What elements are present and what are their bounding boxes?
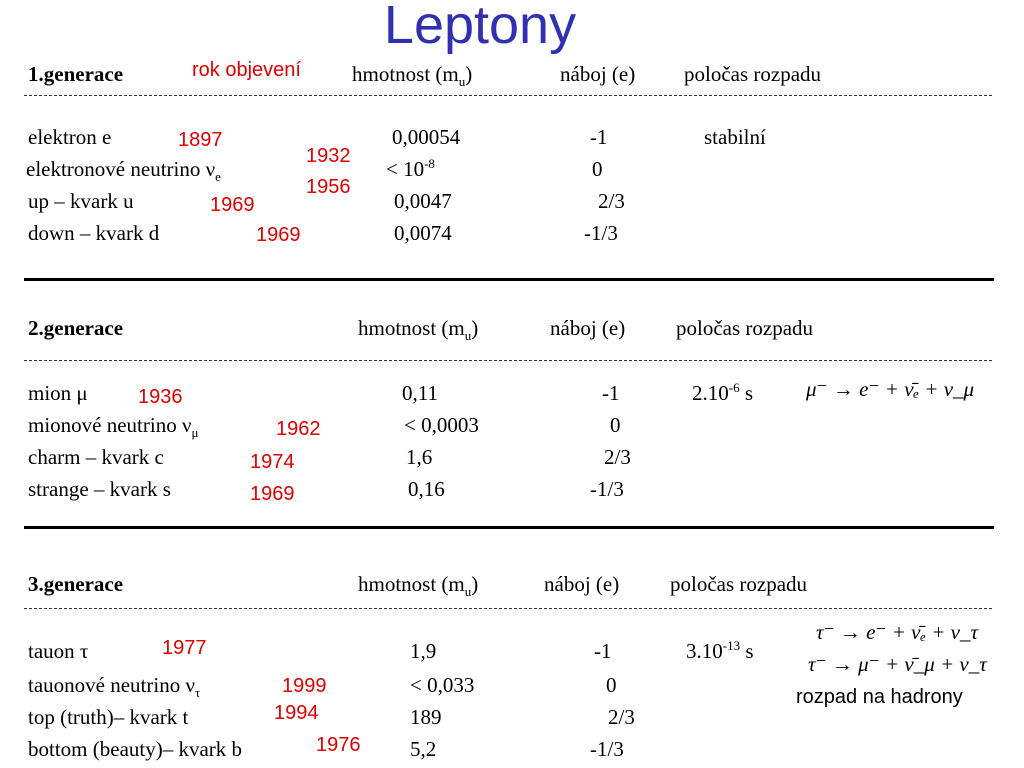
dashed-divider-3 bbox=[24, 608, 992, 609]
particle-name: charm – kvark c bbox=[28, 445, 164, 469]
discovery-year: 1994 bbox=[274, 702, 319, 724]
discovery-year: 1969 bbox=[210, 194, 255, 216]
generation-2-heading: 2.generace bbox=[28, 316, 124, 340]
particle-mass: 0,0047 bbox=[394, 189, 452, 213]
particle-mass: 0,11 bbox=[402, 381, 438, 405]
particle-charge: 2/3 bbox=[598, 189, 625, 213]
particle-halflife: 3.10-13 s bbox=[686, 638, 754, 663]
dashed-divider-1 bbox=[24, 95, 992, 96]
particle-mass: 5,2 bbox=[410, 737, 437, 761]
particle-name: mionové neutrino νμ bbox=[28, 413, 199, 441]
generation-separator-1 bbox=[24, 278, 994, 281]
discovery-year: 1969 bbox=[256, 224, 301, 246]
particle-charge: -1 bbox=[602, 381, 620, 405]
discovery-year: 1976 bbox=[316, 734, 361, 756]
particle-name: down – kvark d bbox=[28, 221, 160, 245]
particle-charge: 2/3 bbox=[608, 705, 635, 729]
discovery-year: 1962 bbox=[276, 418, 321, 440]
particle-name: up – kvark u bbox=[28, 189, 134, 213]
particle-charge: -1/3 bbox=[590, 737, 624, 761]
particle-charge: 0 bbox=[606, 673, 617, 697]
halflife-column-header-3: poločas rozpadu bbox=[670, 572, 808, 596]
particle-name: tauonové neutrino ντ bbox=[28, 673, 201, 701]
charge-column-header-3: náboj (e) bbox=[544, 572, 620, 596]
particle-halflife: stabilní bbox=[704, 125, 766, 149]
particle-name: bottom (beauty)– kvark b bbox=[28, 737, 243, 761]
particle-mass: 1,6 bbox=[406, 445, 433, 469]
tau-decay-formula-electron: τ⁻ → e⁻ + ν̄ₑ + ν_τ bbox=[816, 620, 979, 644]
hadron-decay-note: rozpad na hadrony bbox=[796, 686, 963, 708]
mass-column-header-1: hmotnost (mu) bbox=[352, 62, 473, 90]
particle-mass: < 0,0003 bbox=[404, 413, 479, 437]
generation-3-heading: 3.generace bbox=[28, 572, 124, 596]
discovery-year: 1932 bbox=[306, 145, 351, 167]
generation-separator-2 bbox=[24, 526, 994, 529]
particle-charge: 0 bbox=[592, 157, 603, 181]
discovery-year: 1974 bbox=[250, 451, 295, 473]
particle-charge: 2/3 bbox=[604, 445, 631, 469]
particle-mass: 1,9 bbox=[410, 639, 437, 663]
charge-column-header-1: náboj (e) bbox=[560, 62, 636, 86]
discovery-year-second: 1956 bbox=[306, 176, 351, 198]
mass-column-header-2: hmotnost (mu) bbox=[358, 316, 479, 344]
particle-mass: 189 bbox=[410, 705, 442, 729]
discovery-year: 1999 bbox=[282, 675, 327, 697]
tau-decay-formula-muon: τ⁻ → μ⁻ + ν̄_μ + ν_τ bbox=[808, 652, 987, 676]
particle-mass: < 10-8 bbox=[386, 156, 435, 181]
mass-column-header-3: hmotnost (mu) bbox=[358, 572, 479, 600]
particle-halflife: 2.10-6 s bbox=[692, 380, 754, 405]
particle-charge: -1/3 bbox=[584, 221, 618, 245]
particle-charge: -1/3 bbox=[590, 477, 624, 501]
particle-name: elektron e bbox=[28, 125, 112, 149]
particle-name: strange – kvark s bbox=[28, 477, 171, 501]
particle-mass: 0,00054 bbox=[392, 125, 461, 149]
discovery-year: 1897 bbox=[178, 129, 223, 151]
particle-name: top (truth)– kvark t bbox=[28, 705, 189, 729]
halflife-column-header-1: poločas rozpadu bbox=[684, 62, 822, 86]
particle-name: elektronové neutrino νe bbox=[26, 157, 221, 185]
particle-charge: -1 bbox=[594, 639, 612, 663]
particle-name: tauon τ bbox=[28, 639, 89, 663]
discovery-year: 1936 bbox=[138, 386, 183, 408]
particle-name: mion μ bbox=[28, 381, 88, 405]
particle-mass: 0,16 bbox=[408, 477, 445, 501]
discovery-year-header: rok objevení bbox=[192, 59, 301, 81]
discovery-year: 1977 bbox=[162, 637, 207, 659]
charge-column-header-2: náboj (e) bbox=[550, 316, 626, 340]
halflife-column-header-2: poločas rozpadu bbox=[676, 316, 814, 340]
particle-charge: -1 bbox=[590, 125, 608, 149]
muon-decay-formula: μ⁻ → e⁻ + ν̄ₑ + ν_μ bbox=[806, 377, 975, 401]
particle-charge: 0 bbox=[610, 413, 621, 437]
page-title: Leptony bbox=[383, 0, 577, 55]
particle-mass: < 0,033 bbox=[410, 673, 475, 697]
generation-1-heading: 1.generace bbox=[28, 62, 124, 86]
particle-mass: 0,0074 bbox=[394, 221, 452, 245]
discovery-year: 1969 bbox=[250, 483, 295, 505]
dashed-divider-2 bbox=[24, 360, 992, 361]
